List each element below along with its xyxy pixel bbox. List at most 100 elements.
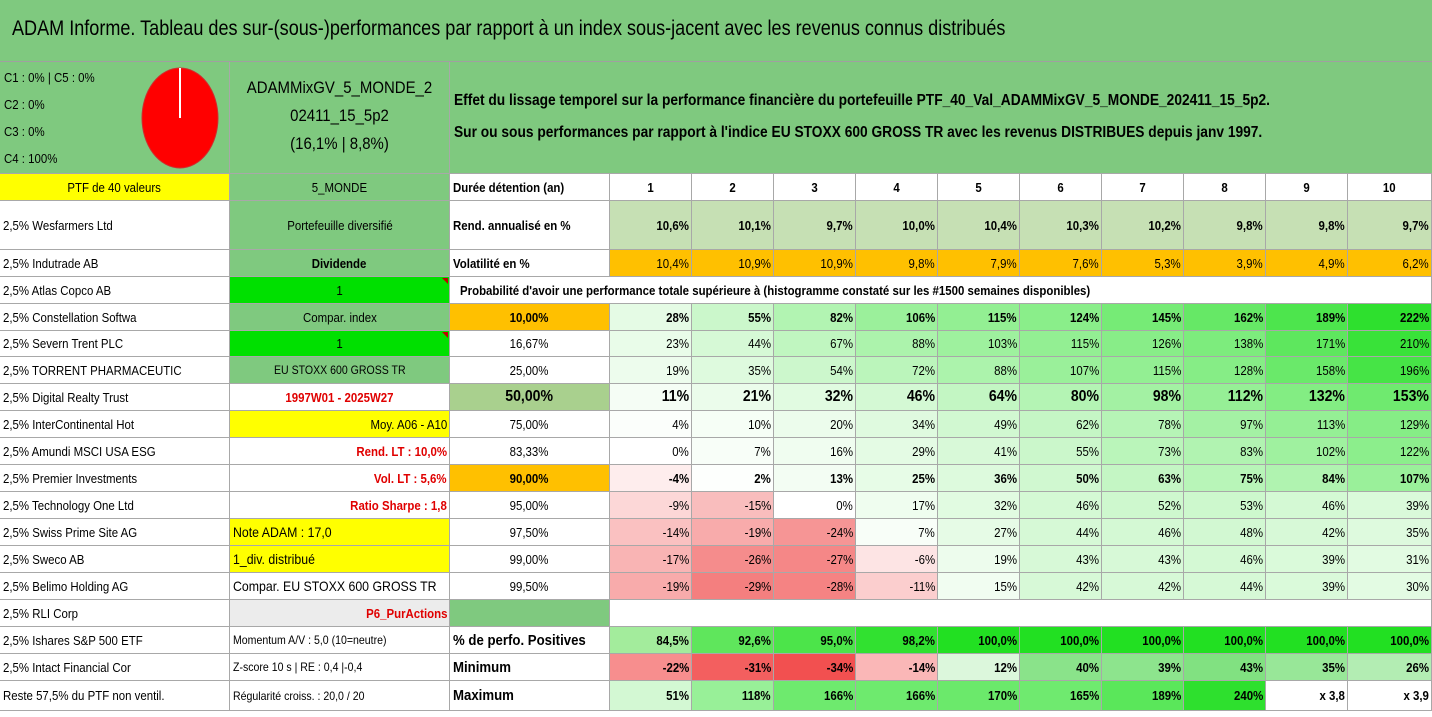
smoothing-effect-description: Effet du lissage temporel sur la perform…: [450, 62, 1432, 174]
vol-value-text: 3,9%: [1236, 255, 1263, 271]
maximum-value: 51%: [610, 681, 692, 711]
info-cell: Régularité croiss. : 20,0 / 20: [230, 681, 450, 711]
probability-value: 72%: [856, 357, 938, 384]
minimum-value: -22%: [610, 654, 692, 681]
info-cell-text: Momentum A/V : 5,0 (10=neutre): [233, 633, 387, 647]
year-header-text: 2: [729, 179, 736, 195]
spacer-green: [450, 600, 610, 627]
vol-value: 4,9%: [1266, 250, 1348, 277]
probability-value: -4%: [610, 465, 692, 492]
positive-label-text: % de perfo. Positives: [453, 631, 586, 649]
probability-value: -28%: [774, 573, 856, 600]
probability-value: 35%: [1348, 519, 1432, 546]
holding-row-text: 2,5% RLI Corp: [3, 605, 79, 621]
probability-value-text: 52%: [1158, 497, 1181, 513]
probability-value: 49%: [938, 411, 1020, 438]
probability-value-text: 124%: [1069, 309, 1099, 325]
probability-value: -6%: [856, 546, 938, 573]
probability-value-text: 138%: [1233, 336, 1263, 351]
vol-value: 9,8%: [856, 250, 938, 277]
info-cell-text: 1: [336, 336, 343, 351]
probability-value-text: 16%: [830, 443, 853, 459]
year-header: 10: [1348, 174, 1432, 201]
rend-value-text: 10,6%: [656, 217, 689, 233]
probability-value: 25%: [856, 465, 938, 492]
holding-row: 2,5% Ishares S&P 500 ETF: [0, 627, 230, 654]
info-cell-text: 1997W01 - 2025W27: [285, 389, 394, 405]
probability-value-text: -19%: [662, 578, 689, 594]
probability-value: 46%: [1102, 519, 1184, 546]
holding-row: 2,5% Technology One Ltd: [0, 492, 230, 519]
probability-value-text: 132%: [1308, 388, 1345, 405]
probability-value: 31%: [1348, 546, 1432, 573]
year-header: 7: [1102, 174, 1184, 201]
maximum-value-text: x 3,9: [1403, 688, 1429, 703]
minimum-value-text: 39%: [1158, 659, 1181, 675]
probability-value-text: 107%: [1069, 362, 1099, 378]
probability-value: 88%: [938, 357, 1020, 384]
minimum-value-text: -22%: [662, 659, 689, 675]
probability-value: 162%: [1184, 304, 1266, 331]
probability-level: 83,33%: [450, 438, 610, 465]
minimum-value: 35%: [1266, 654, 1348, 681]
probability-value: 63%: [1102, 465, 1184, 492]
probability-value-text: 78%: [1158, 416, 1181, 432]
probability-value: 115%: [1102, 357, 1184, 384]
positive-value: 100,0%: [1184, 627, 1266, 654]
probability-value-text: -28%: [826, 578, 853, 594]
maximum-value-text: 166%: [905, 688, 935, 703]
probability-value-text: 55%: [1076, 443, 1099, 459]
year-header-text: 3: [811, 179, 818, 195]
probability-value: 46%: [1020, 492, 1102, 519]
positive-value: 92,6%: [692, 627, 774, 654]
minimum-value: 40%: [1020, 654, 1102, 681]
positive-value-text: 100,0%: [1224, 632, 1263, 648]
probability-value-text: -29%: [744, 578, 771, 594]
positive-value: 100,0%: [1102, 627, 1184, 654]
vol-value-text: 7,9%: [990, 255, 1017, 271]
holding-row: 2,5% Intact Financial Cor: [0, 654, 230, 681]
year-header: 6: [1020, 174, 1102, 201]
holding-row-text: 2,5% Digital Realty Trust: [3, 389, 129, 405]
holding-row-text: 2,5% Intact Financial Cor: [3, 659, 131, 675]
probability-value: 106%: [856, 304, 938, 331]
vol-value: 10,4%: [610, 250, 692, 277]
report-title: ADAM Informe. Tableau des sur-(sous-)per…: [12, 17, 1006, 40]
probability-value: 0%: [774, 492, 856, 519]
probability-level-text: 90,00%: [510, 470, 549, 486]
holding-row-text: 2,5% Amundi MSCI USA ESG: [3, 443, 156, 459]
probability-value: 44%: [1184, 573, 1266, 600]
probability-value-text: 44%: [748, 336, 771, 351]
probability-value: 145%: [1102, 304, 1184, 331]
probability-value-text: 0%: [836, 497, 853, 513]
probability-value: 128%: [1184, 357, 1266, 384]
probability-value-text: 35%: [748, 362, 771, 378]
info-cell-text: Régularité croiss. : 20,0 / 20: [233, 688, 365, 703]
info-cell: Portefeuille diversifié: [230, 201, 450, 250]
probability-value-text: 84%: [1322, 470, 1345, 486]
probability-value-text: -19%: [744, 524, 771, 540]
probability-value: 17%: [856, 492, 938, 519]
ptf-header: PTF de 40 valeurs: [0, 174, 230, 201]
probability-value-text: 29%: [912, 443, 935, 459]
probability-value: 32%: [774, 384, 856, 411]
vol-value: 6,2%: [1348, 250, 1432, 277]
probability-title-text: Probabilité d'avoir une performance tota…: [460, 282, 1091, 298]
probability-level: 25,00%: [450, 357, 610, 384]
probability-value: 62%: [1020, 411, 1102, 438]
probability-value: -11%: [856, 573, 938, 600]
holding-row-text: 2,5% Belimo Holding AG: [3, 578, 129, 594]
info-cell-text: Note ADAM : 17,0: [233, 524, 332, 540]
probability-value-text: 41%: [994, 443, 1017, 459]
probability-level: 97,50%: [450, 519, 610, 546]
positive-value-text: 100,0%: [1060, 632, 1099, 648]
probability-value: 80%: [1020, 384, 1102, 411]
probability-value: -17%: [610, 546, 692, 573]
probability-value: -14%: [610, 519, 692, 546]
probability-value-text: 48%: [1240, 524, 1263, 540]
maximum-value-text: 165%: [1069, 688, 1099, 703]
duration-label: Durée détention (an): [450, 174, 610, 201]
holding-row: 2,5% Premier Investments: [0, 465, 230, 492]
probability-level: 16,67%: [450, 331, 610, 357]
probability-value: 189%: [1266, 304, 1348, 331]
